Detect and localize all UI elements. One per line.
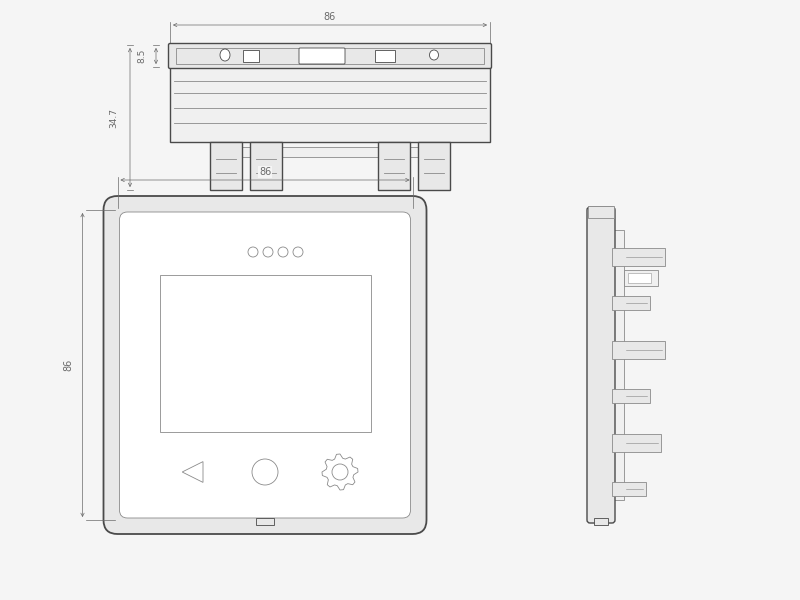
Ellipse shape (220, 49, 230, 61)
Bar (210, 142, 242, 190)
Bar (612, 296, 650, 310)
FancyBboxPatch shape (299, 48, 345, 64)
Bar (612, 230, 624, 500)
Circle shape (332, 464, 348, 480)
FancyBboxPatch shape (169, 43, 491, 68)
Bar (250, 142, 282, 190)
Text: 86: 86 (259, 167, 271, 177)
Bar (612, 482, 646, 496)
Bar (256, 518, 274, 525)
Bar (624, 270, 658, 286)
FancyBboxPatch shape (119, 212, 410, 518)
Bar (210, 146, 450, 157)
FancyBboxPatch shape (103, 196, 426, 534)
Text: 86: 86 (63, 359, 74, 371)
FancyBboxPatch shape (587, 207, 615, 523)
Bar (170, 67, 490, 142)
Bar (588, 206, 614, 218)
Bar (176, 48, 484, 64)
Ellipse shape (430, 50, 438, 60)
Bar (612, 247, 665, 265)
Bar (612, 340, 665, 358)
Bar (418, 142, 450, 190)
Bar (375, 50, 395, 62)
Bar (628, 273, 650, 283)
Bar (612, 433, 661, 451)
Text: 8.5: 8.5 (138, 49, 146, 63)
Text: 86: 86 (324, 12, 336, 22)
Bar (594, 518, 608, 525)
Bar (159, 275, 370, 432)
Bar (612, 389, 650, 403)
Bar (378, 142, 410, 190)
Bar (243, 50, 259, 62)
Text: 34.7: 34.7 (110, 107, 118, 127)
